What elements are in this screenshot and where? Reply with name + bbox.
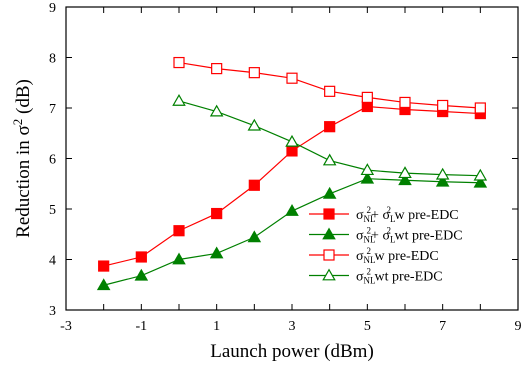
data-point <box>325 86 335 96</box>
data-point <box>212 64 222 74</box>
legend-label: σNL2 wt pre-EDC <box>356 267 443 286</box>
data-point <box>324 155 336 165</box>
data-point <box>136 270 148 280</box>
x-tick-label: 5 <box>364 319 371 334</box>
y-tick-label: 4 <box>49 254 56 269</box>
legend-label-part: w pre-EDC <box>391 208 459 223</box>
data-point <box>136 252 146 262</box>
y-tick-label: 8 <box>49 52 56 67</box>
data-point <box>475 170 487 180</box>
legend-label-part: wt pre-EDC <box>391 229 463 244</box>
data-point <box>212 209 222 219</box>
y-tick-label: 6 <box>49 153 56 168</box>
series-1 <box>99 101 486 271</box>
data-point <box>173 95 185 105</box>
data-point <box>400 97 410 107</box>
data-point <box>249 232 261 242</box>
legend-marker <box>324 209 334 219</box>
legend-label-part: wt pre-EDC <box>371 270 443 285</box>
x-tick-label: 9 <box>515 319 522 334</box>
series-line <box>179 63 480 108</box>
data-point <box>287 146 297 156</box>
data-point <box>438 100 448 110</box>
data-point <box>325 122 335 132</box>
data-point <box>174 226 184 236</box>
ticks-layer: -3 -1 1 3 5 7 9 3 4 5 6 7 8 9 <box>49 1 522 334</box>
data-point <box>249 180 259 190</box>
legend-label: σNL2+ σL2 wt pre-EDC <box>356 226 463 245</box>
legend-label-part: w pre-EDC <box>371 249 439 264</box>
data-point <box>475 103 485 113</box>
x-axis-label: Launch power (dBm) <box>210 341 374 362</box>
data-point <box>211 248 223 258</box>
y-tick-label: 9 <box>49 1 56 16</box>
data-point <box>249 68 259 78</box>
legend-marker <box>323 270 335 280</box>
data-point <box>287 73 297 83</box>
legend-label: σNL2+ σL2 w pre-EDC <box>356 205 459 224</box>
y-axis-label: Reduction in σ2 (dB) <box>10 79 34 238</box>
y-tick-label: 7 <box>49 102 56 117</box>
data-point <box>99 261 109 271</box>
data-point <box>286 205 298 215</box>
legend-label: σNL2 w pre-EDC <box>356 246 439 265</box>
y-tick-label: 5 <box>49 203 56 218</box>
y-axis-label-unit: (dB) <box>13 79 34 119</box>
legend-marker <box>324 250 334 260</box>
data-point <box>286 136 298 146</box>
series-3 <box>174 58 485 113</box>
data-point <box>324 188 336 198</box>
x-tick-label: 1 <box>213 319 220 334</box>
x-tick-label: -3 <box>60 319 72 334</box>
legend-marker <box>323 229 335 239</box>
data-point <box>174 58 184 68</box>
y-axis-label-base: Reduction in σ <box>13 125 34 238</box>
y-tick-label: 3 <box>49 304 56 319</box>
data-point <box>362 92 372 102</box>
x-tick-label: 3 <box>289 319 296 334</box>
x-tick-label: 7 <box>439 319 446 334</box>
plot-frame <box>66 7 518 310</box>
x-tick-label: -1 <box>135 319 147 334</box>
data-point <box>249 120 261 130</box>
